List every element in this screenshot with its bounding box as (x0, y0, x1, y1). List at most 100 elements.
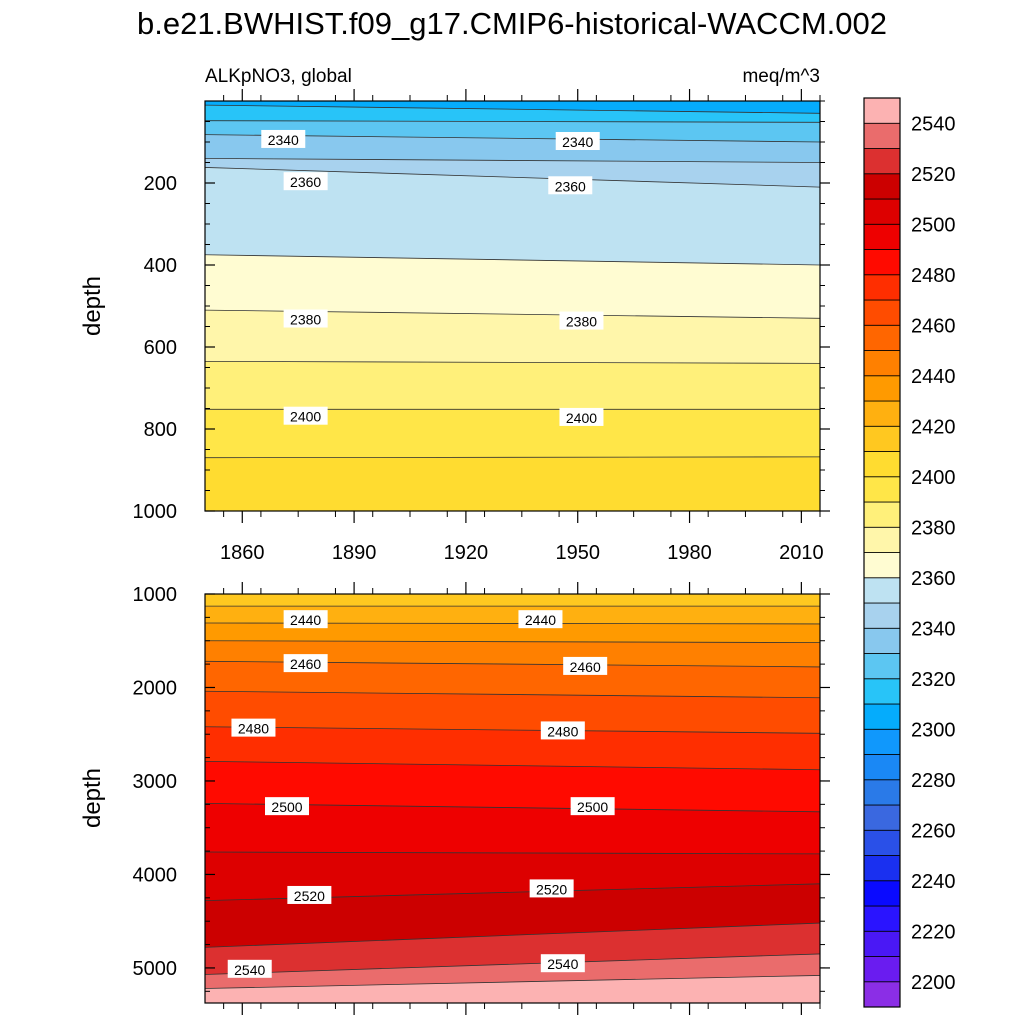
svg-text:2520: 2520 (536, 881, 567, 897)
x-tick-label: 1860 (220, 542, 265, 564)
svg-text:2360: 2360 (290, 174, 321, 190)
svg-text:2460: 2460 (570, 659, 601, 675)
contour-line (205, 167, 820, 188)
colorbar-swatch (863, 880, 901, 907)
svg-text:2540: 2540 (234, 962, 265, 978)
colorbar-swatch (863, 501, 901, 528)
colorbar-tick-label: 2300 (911, 719, 956, 741)
contour-fill-band (205, 661, 820, 698)
colorbar-swatch (863, 148, 901, 175)
colorbar-swatch (863, 855, 901, 882)
colorbar-tick-label: 2440 (911, 366, 956, 388)
contour-label: 2500 (265, 797, 309, 816)
colorbar-swatch (863, 703, 901, 730)
contour-line (205, 254, 820, 266)
colorbar-tick-label: 2220 (911, 921, 956, 943)
contour-label: 2440 (283, 610, 328, 629)
colorbar-swatch (863, 678, 901, 705)
colorbar-swatch (863, 223, 901, 250)
svg-text:2440: 2440 (525, 612, 556, 628)
contour-fill-band (205, 120, 820, 142)
colorbar-tick-label: 2500 (911, 214, 956, 236)
contour-line (205, 760, 820, 771)
colorbar-swatch (863, 274, 901, 301)
svg-text:2500: 2500 (271, 799, 302, 815)
panel-subtitle-right: meq/m^3 (742, 66, 820, 87)
contour-fill-band (205, 622, 820, 643)
contour-label: 2500 (570, 797, 615, 816)
contour-label: 2460 (563, 656, 608, 675)
y-tick-label: 4000 (133, 864, 178, 886)
colorbar-swatch (863, 956, 901, 983)
contour-fill-band (205, 167, 820, 265)
contour-fill-band (205, 803, 820, 854)
contour-label: 2520 (529, 879, 574, 898)
y-tick-label: 600 (144, 337, 177, 359)
contour-label: 2520 (287, 885, 332, 904)
contour-fill-band (205, 361, 820, 410)
colorbar-swatch (863, 804, 901, 831)
contour-line (205, 456, 820, 459)
svg-text:2540: 2540 (547, 956, 578, 972)
svg-text:2380: 2380 (566, 314, 597, 330)
contour-fill-band (205, 456, 820, 511)
contour-label: 2400 (283, 406, 328, 425)
contour-label: 2360 (548, 176, 593, 195)
contour-label: 2380 (283, 309, 328, 328)
colorbar-swatch (863, 476, 901, 503)
contour-fill-band (205, 852, 820, 901)
contour-line (205, 690, 820, 699)
svg-text:2340: 2340 (268, 132, 299, 148)
colorbar-tick-label: 2320 (911, 669, 956, 691)
contour-fill-band (205, 691, 820, 734)
contour-fill-band (205, 726, 820, 770)
svg-text:2460: 2460 (290, 656, 321, 672)
colorbar-tick-label: 2420 (911, 416, 956, 438)
colorbar-swatch (863, 728, 901, 755)
colorbar-swatch (863, 97, 901, 124)
contour-line (205, 640, 820, 644)
colorbar-swatch (863, 122, 901, 149)
contour-fill-band (205, 923, 820, 975)
contour-line (205, 158, 820, 163)
colorbar: 2200 2220 2240 2260 2280 2300 2320 2340 2360 2380… (863, 97, 956, 1008)
y-axis-label: depth (79, 768, 106, 828)
contour-line (205, 134, 820, 143)
contour-fill-band (205, 761, 820, 812)
colorbar-tick-label: 2280 (911, 770, 956, 792)
contour-fill-band (205, 409, 820, 458)
contour-fill-band (205, 975, 820, 1003)
colorbar-tick-label: 2360 (911, 568, 956, 590)
x-tick-label: 1950 (555, 542, 600, 564)
svg-text:2520: 2520 (294, 888, 325, 904)
contour-fill-band (205, 134, 820, 163)
plot-frame (204, 593, 821, 1004)
colorbar-swatch (863, 779, 901, 806)
contour-label: 2440 (518, 610, 563, 629)
svg-text:2440: 2440 (290, 612, 321, 628)
contour-fills (205, 101, 820, 551)
contour-fill-band (205, 158, 820, 188)
contour-fill-band (205, 254, 820, 319)
chart-title: b.e21.BWHIST.f09_g17.CMIP6-historical-WA… (137, 6, 887, 41)
colorbar-swatch (863, 905, 901, 932)
colorbar-swatch (863, 198, 901, 225)
y-tick-label: 2000 (133, 677, 178, 699)
contour-fill-band (205, 606, 820, 624)
contour-fill-band (205, 511, 820, 551)
x-tick-label: 1920 (444, 542, 489, 564)
colorbar-tick-label: 2480 (911, 265, 956, 287)
svg-text:2400: 2400 (290, 409, 321, 425)
contour-label: 2360 (283, 172, 328, 191)
contour-label: 2540 (227, 959, 272, 978)
contour-line (205, 851, 820, 855)
contour-label: 2380 (559, 311, 604, 330)
contour-line (205, 104, 820, 114)
contour-line (205, 120, 820, 123)
colorbar-swatch (863, 754, 901, 781)
contour-fill-band (205, 883, 820, 948)
contour-line (205, 922, 820, 948)
contour-fill-band (205, 105, 820, 123)
